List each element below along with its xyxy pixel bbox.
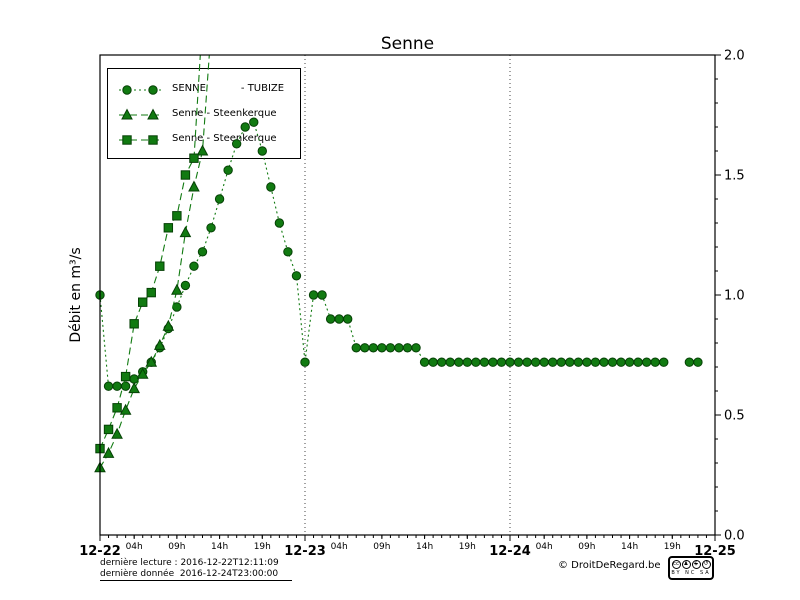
- cc-logo-icon: cc: [671, 560, 681, 569]
- copyright-credit: © DroitDeRegard.be: [558, 560, 661, 571]
- svg-text:04h: 04h: [126, 542, 143, 552]
- svg-text:1.5: 1.5: [724, 169, 745, 184]
- share-alike-icon: ↺: [701, 560, 711, 569]
- legend: SENNE - TUBIZE Senne - Steenkerque Senne…: [107, 68, 301, 159]
- svg-text:0.0: 0.0: [724, 529, 745, 544]
- legend-sample-line: [117, 107, 163, 121]
- svg-text:09h: 09h: [373, 542, 390, 552]
- svg-text:09h: 09h: [578, 542, 595, 552]
- legend-sample-line: [117, 132, 163, 146]
- svg-text:14h: 14h: [621, 542, 638, 552]
- footer-underline: [100, 580, 292, 581]
- svg-text:04h: 04h: [536, 542, 553, 552]
- svg-text:12-22: 12-22: [79, 544, 121, 559]
- svg-text:04h: 04h: [331, 542, 348, 552]
- svg-text:1.0: 1.0: [724, 289, 745, 304]
- y-axis-label: Débit en m³/s: [68, 247, 84, 343]
- legend-item: Senne - Steenkerque: [117, 126, 291, 151]
- svg-text:12-24: 12-24: [489, 544, 531, 559]
- legend-item-label: Senne - Steenkerque: [172, 108, 277, 119]
- svg-text:14h: 14h: [416, 542, 433, 552]
- svg-text:12-25: 12-25: [694, 544, 736, 559]
- non-commercial-icon: $: [691, 560, 701, 569]
- cc-caption: BY NC SA: [671, 570, 711, 576]
- legend-item: Senne - Steenkerque: [117, 101, 291, 126]
- chart-title: Senne: [380, 34, 435, 54]
- legend-item-label: Senne - Steenkerque: [172, 133, 277, 144]
- svg-text:14h: 14h: [211, 542, 228, 552]
- footer-last-reading: dernière lecture : 2016-12-22T12:11:09: [100, 558, 279, 568]
- svg-text:2.0: 2.0: [724, 49, 745, 64]
- svg-text:12-23: 12-23: [284, 544, 326, 559]
- attribution-icon: ♟: [681, 560, 691, 569]
- svg-text:19h: 19h: [459, 542, 476, 552]
- svg-text:0.5: 0.5: [724, 409, 745, 424]
- svg-text:19h: 19h: [664, 542, 681, 552]
- svg-text:09h: 09h: [168, 542, 185, 552]
- legend-item: SENNE - TUBIZE: [117, 76, 291, 101]
- cc-icon-row: cc ♟ $ ↺: [671, 560, 711, 569]
- legend-item-label: SENNE - TUBIZE: [172, 83, 285, 94]
- legend-sample-line: [117, 82, 163, 96]
- footer-last-data: dernière donnée 2016-12-24T23:00:00: [100, 569, 279, 579]
- cc-license-badge: cc ♟ $ ↺ BY NC SA: [668, 556, 714, 580]
- svg-text:19h: 19h: [254, 542, 271, 552]
